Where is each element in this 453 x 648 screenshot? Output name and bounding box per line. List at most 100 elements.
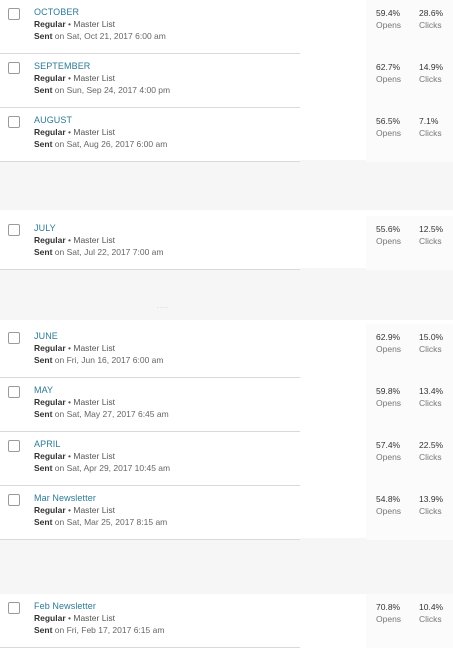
campaign-meta: Regular • Master List	[34, 19, 115, 29]
clicks-stat: 14.9% Clicks	[419, 61, 443, 85]
campaign-meta: Regular • Master List	[34, 127, 115, 137]
opens-label: Opens	[376, 74, 402, 84]
campaign-select-checkbox[interactable]	[8, 62, 20, 74]
sent-date: on Fri, Jun 16, 2017 6:00 am	[54, 355, 164, 365]
sent-label: Sent	[34, 517, 53, 527]
campaign-meta: Regular • Master List	[34, 343, 115, 353]
campaign-row[interactable]: JULY Regular • Master List Sent on Sat, …	[0, 216, 453, 270]
opens-stat: 62.9% Opens	[376, 331, 401, 355]
campaign-row[interactable]: MAY Regular • Master List Sent on Sat, M…	[0, 378, 453, 432]
campaign-row-panel	[0, 486, 300, 540]
opens-value: 57.4%	[376, 440, 401, 450]
campaign-meta: Regular • Master List	[34, 613, 115, 623]
campaign-type: Regular	[34, 451, 66, 461]
campaign-list-name: Master List	[73, 451, 115, 461]
clicks-value: 12.5%	[419, 224, 444, 234]
campaign-stats-panel	[366, 0, 453, 54]
opens-stat: 57.4% Opens	[376, 439, 401, 463]
row-divider	[0, 485, 300, 486]
sent-date: on Fri, Feb 17, 2017 6:15 am	[54, 625, 165, 635]
campaign-meta: Regular • Master List	[34, 73, 115, 83]
clicks-label: Clicks	[419, 506, 442, 516]
campaign-meta: Regular • Master List	[34, 397, 115, 407]
campaign-select-checkbox[interactable]	[8, 8, 20, 20]
clicks-value: 28.6%	[419, 8, 444, 18]
campaign-name-link[interactable]: AUGUST	[34, 115, 73, 125]
clicks-value: 13.4%	[419, 386, 444, 396]
campaign-row-panel	[0, 108, 300, 162]
clicks-value: 15.0%	[419, 332, 444, 342]
campaign-select-checkbox[interactable]	[8, 386, 20, 398]
sent-date: on Sat, May 27, 2017 6:45 am	[54, 409, 169, 419]
campaign-row[interactable]: AUGUST Regular • Master List Sent on Sat…	[0, 108, 453, 162]
clicks-label: Clicks	[419, 236, 442, 246]
opens-stat: 59.8% Opens	[376, 385, 401, 409]
clicks-label: Clicks	[419, 128, 442, 138]
campaign-sent-info: Sent on Fri, Jun 16, 2017 6:00 am	[34, 355, 163, 365]
campaign-sent-info: Sent on Sat, Oct 21, 2017 6:00 am	[34, 31, 166, 41]
campaign-stats-panel	[366, 432, 453, 486]
campaign-name-link[interactable]: JUNE	[34, 331, 58, 341]
row-divider	[0, 377, 300, 378]
opens-stat: 56.5% Opens	[376, 115, 401, 139]
campaign-row[interactable]: SEPTEMBER Regular • Master List Sent on …	[0, 54, 453, 108]
campaign-row[interactable]: APRIL Regular • Master List Sent on Sat,…	[0, 432, 453, 486]
campaign-sent-info: Sent on Sat, Mar 25, 2017 8:15 am	[34, 517, 167, 527]
campaign-row-panel	[0, 0, 300, 54]
clicks-label: Clicks	[419, 20, 442, 30]
opens-label: Opens	[376, 506, 402, 516]
campaign-sent-info: Sent on Sat, Jul 22, 2017 7:00 am	[34, 247, 163, 257]
campaign-meta: Regular • Master List	[34, 451, 115, 461]
campaign-name-link[interactable]: OCTOBER	[34, 7, 80, 17]
campaign-row-panel	[0, 216, 300, 270]
clicks-value: 13.9%	[419, 494, 444, 504]
background-band	[0, 538, 453, 594]
opens-label: Opens	[376, 236, 402, 246]
campaign-type: Regular	[34, 343, 66, 353]
campaign-select-checkbox[interactable]	[8, 224, 20, 236]
sent-date: on Sat, Jul 22, 2017 7:00 am	[54, 247, 164, 257]
campaign-row-panel	[0, 324, 300, 378]
clicks-value: 10.4%	[419, 602, 444, 612]
opens-value: 56.5%	[376, 116, 401, 126]
campaign-select-checkbox[interactable]	[8, 602, 20, 614]
opens-value: 54.8%	[376, 494, 401, 504]
campaign-name-link[interactable]: Mar Newsletter	[34, 493, 96, 503]
campaign-stats-panel	[366, 54, 453, 108]
campaign-meta: Regular • Master List	[34, 505, 115, 515]
sent-label: Sent	[34, 625, 53, 635]
sent-date: on Sat, Mar 25, 2017 8:15 am	[54, 517, 168, 527]
campaign-row[interactable]: Mar Newsletter Regular • Master List Sen…	[0, 486, 453, 540]
campaign-list-name: Master List	[73, 127, 115, 137]
campaign-name-link[interactable]: Feb Newsletter	[34, 601, 96, 611]
sent-label: Sent	[34, 31, 53, 41]
campaign-select-checkbox[interactable]	[8, 440, 20, 452]
campaign-name-link[interactable]: MAY	[34, 385, 54, 395]
row-divider	[0, 539, 300, 540]
clicks-stat: 12.5% Clicks	[419, 223, 443, 247]
clicks-stat: 22.5% Clicks	[419, 439, 443, 463]
clicks-stat: 28.6% Clicks	[419, 7, 443, 31]
clicks-label: Clicks	[419, 452, 442, 462]
opens-value: 59.8%	[376, 386, 401, 396]
clicks-value: 14.9%	[419, 62, 444, 72]
opens-label: Opens	[376, 20, 402, 30]
campaign-row[interactable]: Feb Newsletter Regular • Master List Sen…	[0, 594, 453, 648]
campaign-name-link[interactable]: JULY	[34, 223, 56, 233]
campaign-select-checkbox[interactable]	[8, 116, 20, 128]
opens-stat: 59.4% Opens	[376, 7, 401, 31]
sent-label: Sent	[34, 247, 53, 257]
campaign-select-checkbox[interactable]	[8, 332, 20, 344]
campaign-name-link[interactable]: APRIL	[34, 439, 61, 449]
campaign-stats-panel	[366, 378, 453, 432]
campaign-row[interactable]: OCTOBER Regular • Master List Sent on Sa…	[0, 0, 453, 54]
campaign-select-checkbox[interactable]	[8, 494, 20, 506]
row-divider	[0, 269, 300, 270]
campaign-list-name: Master List	[73, 505, 115, 515]
opens-value: 70.8%	[376, 602, 401, 612]
campaign-row[interactable]: JUNE Regular • Master List Sent on Fri, …	[0, 324, 453, 378]
sent-date: on Sat, Apr 29, 2017 10:45 am	[54, 463, 171, 473]
campaign-name-link[interactable]: SEPTEMBER	[34, 61, 91, 71]
campaign-row-panel	[0, 54, 300, 108]
sent-label: Sent	[34, 139, 53, 149]
